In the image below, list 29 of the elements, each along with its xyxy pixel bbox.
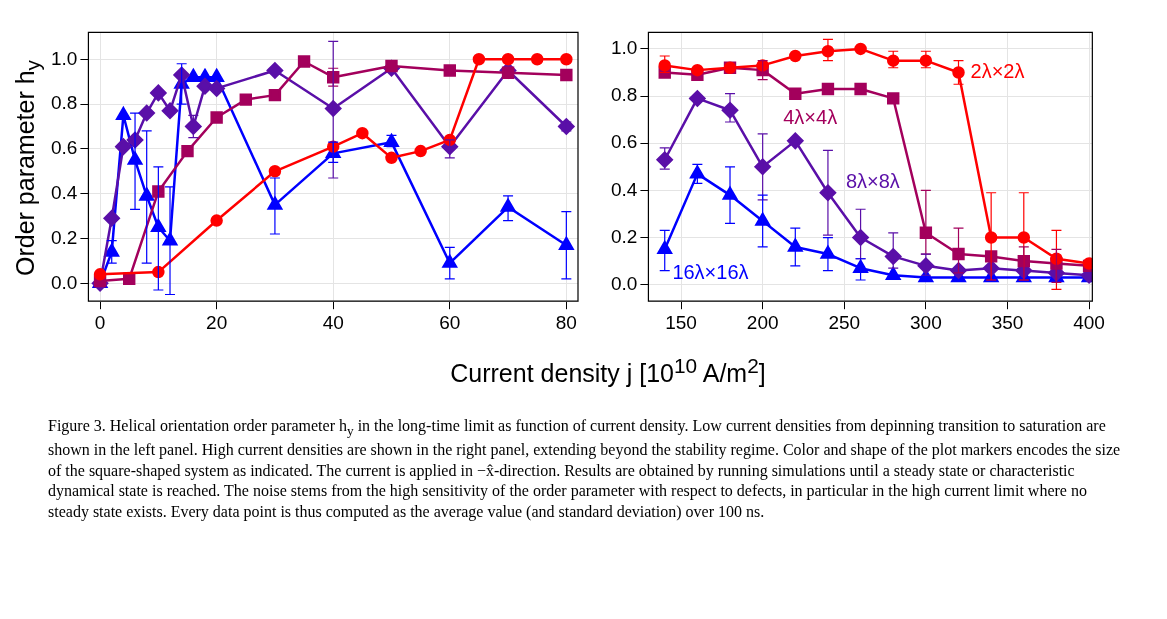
y-tick-label: 0.0 (610, 272, 638, 294)
series-label: 2λ×2λ (970, 60, 1025, 82)
x-tick-label: 80 (555, 311, 577, 333)
x-tick-label: 200 (746, 311, 779, 333)
y-tick-label: 1.0 (50, 47, 78, 69)
series-label: 16λ×16λ (672, 261, 749, 284)
y-tick-label: 0.0 (50, 271, 78, 293)
y-tick-label: 0.4 (610, 178, 638, 200)
x-tick-label: 40 (322, 311, 344, 333)
x-tick-label: 350 (991, 311, 1024, 333)
y-tick-label: 1.0 (610, 37, 638, 59)
y-tick-label: 0.8 (50, 92, 78, 114)
y-tick-label: 0.8 (610, 84, 638, 106)
x-tick-label: 20 (206, 311, 228, 333)
y-tick-label: 0.2 (50, 226, 78, 248)
x-tick-label: 400 (1073, 311, 1105, 333)
x-tick-label: 60 (439, 311, 461, 333)
y-tick-label: 0.6 (610, 131, 638, 153)
x-axis-title: Current density j [10$^{10}$ A/m$^{2}$] (449, 354, 767, 389)
x-tick-label: 0 (94, 311, 106, 333)
series-label: 8λ×8λ (845, 170, 900, 193)
caption: Figure 3. Helical orientation order parameter h$_{y}$ in the long-time limit as function of current density. Low current densities from depinning transition to saturation are shown in the left panel. High current densities are shown in the right panel, extending beyond the stability regime. Color and shape of the plot markers encodes the size of the square-shaped system as indicated. The current is applied in −x̂-direction. Results are obtained by running simulations until a steady state or characteristic dynamical state is reached. The noise stems from the high sensitivity of the order parameter with respect to defects, in particular in the high current limit where no steady state exists. Every data point is thus computed as the average value (and standard deviation) over 100 ns. (48, 416, 1122, 523)
x-tick-label: 150 (665, 311, 697, 333)
y-tick-label: 0.6 (50, 137, 78, 159)
x-tick-label: 300 (910, 311, 942, 333)
y-tick-label: 0.2 (610, 225, 638, 247)
x-tick-label: 250 (828, 311, 861, 333)
y-tick-label: 0.4 (50, 181, 78, 203)
series-label: 4λ×4λ (783, 105, 838, 128)
